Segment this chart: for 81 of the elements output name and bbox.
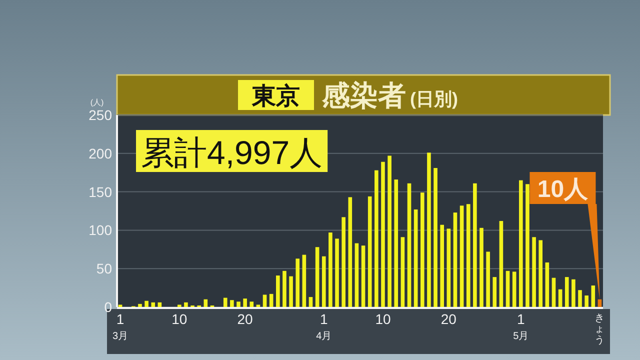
bar <box>578 290 582 307</box>
bar <box>564 277 569 307</box>
bar <box>223 298 228 307</box>
bar <box>236 302 240 307</box>
bar <box>262 294 267 307</box>
chart-subtitle: 感染者(日別) <box>321 80 458 111</box>
bar <box>230 300 234 307</box>
bar <box>374 170 378 307</box>
bar <box>138 304 142 307</box>
x-tick-label: 1 5月 <box>513 311 529 342</box>
bar <box>144 300 148 307</box>
bar <box>407 183 412 307</box>
bar <box>296 258 300 307</box>
x-tick-label: 10 <box>172 311 188 327</box>
bar <box>302 254 306 307</box>
bar <box>282 270 286 307</box>
bar <box>473 183 477 307</box>
bar <box>204 299 208 307</box>
bar <box>250 302 254 307</box>
bar <box>420 192 424 307</box>
bar <box>342 217 346 307</box>
y-tick-label: 150 <box>88 184 112 200</box>
bar <box>499 220 504 307</box>
x-tick-label: 10 <box>375 311 391 327</box>
bar <box>322 256 326 307</box>
bar <box>400 237 405 307</box>
bar <box>434 168 438 307</box>
bar <box>414 209 418 307</box>
x-tick-label: きょう <box>594 313 605 346</box>
bar <box>394 180 398 307</box>
bar <box>512 272 516 307</box>
bar <box>466 204 470 307</box>
bar <box>388 156 392 307</box>
bar <box>269 294 274 307</box>
bar <box>328 232 332 307</box>
bar <box>184 302 188 307</box>
bar <box>151 302 156 307</box>
bar <box>545 262 550 307</box>
bar <box>552 278 556 307</box>
bar <box>427 152 431 307</box>
bar <box>354 243 359 307</box>
y-axis-title: (人) <box>90 98 104 107</box>
bar <box>440 224 444 307</box>
x-tick-label: 1 3月 <box>112 311 128 342</box>
bar <box>492 277 497 307</box>
bar <box>526 184 530 307</box>
y-tick-label: 50 <box>96 260 112 277</box>
bar <box>558 289 562 307</box>
bar <box>460 206 464 307</box>
bar <box>532 237 536 307</box>
bar <box>572 279 576 307</box>
bar <box>480 228 484 307</box>
bar <box>538 240 543 307</box>
bar <box>446 228 451 307</box>
bar <box>381 162 385 307</box>
y-tick-label: 200 <box>88 145 112 162</box>
bar <box>584 295 588 307</box>
bar <box>591 285 596 307</box>
x-tick-label: 20 <box>440 311 457 327</box>
x-tick-label: 20 <box>237 311 254 327</box>
bar <box>158 302 162 307</box>
y-tick-label: 250 <box>88 107 112 123</box>
bar <box>368 196 372 307</box>
bar <box>486 252 490 307</box>
data-label: 10人 <box>537 176 590 203</box>
annotation: 累計4,997人 <box>141 134 323 171</box>
bar <box>598 299 602 307</box>
bar <box>519 180 523 307</box>
bar <box>506 270 510 307</box>
bar <box>315 247 320 307</box>
bar <box>335 238 339 307</box>
bar <box>289 276 293 307</box>
y-tick-label: 100 <box>88 222 112 238</box>
x-tick-label: 1 4月 <box>316 311 332 342</box>
bar <box>453 212 458 307</box>
bar <box>276 276 280 307</box>
bar <box>348 197 352 307</box>
chart-title: 東京 <box>251 83 300 110</box>
bar <box>361 246 366 307</box>
bar <box>308 297 313 307</box>
bar <box>243 298 247 307</box>
